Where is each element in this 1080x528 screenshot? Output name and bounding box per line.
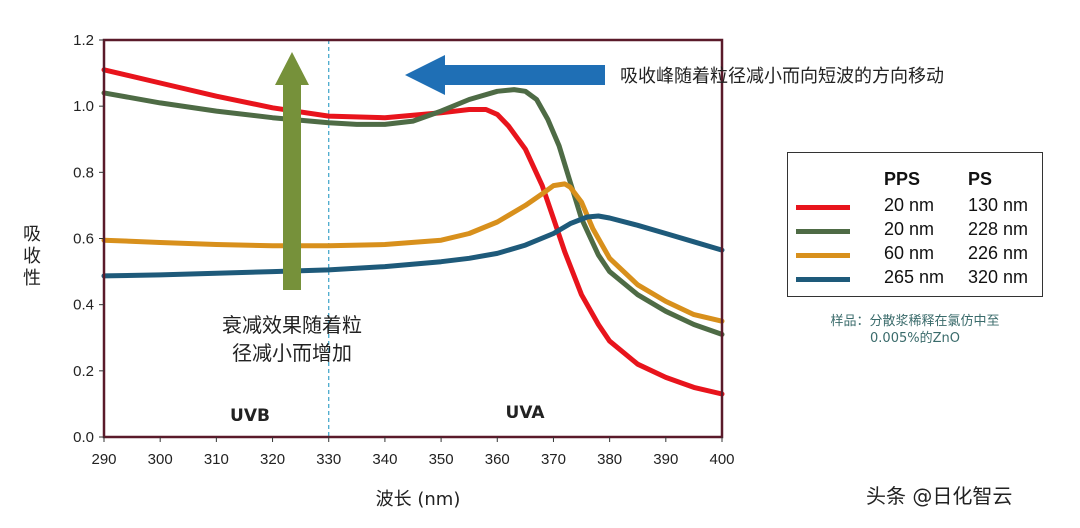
watermark: 头条 @日化智云 [866, 484, 1013, 508]
series-line-2 [101, 181, 725, 324]
x-axis-label: 波长 (nm) [376, 489, 461, 510]
up-arrow-text-2: 径减小而增加 [232, 341, 352, 365]
x-tick-label: 390 [653, 451, 678, 468]
x-tick-label: 340 [372, 451, 397, 468]
y-tick-label: 0.4 [73, 297, 94, 314]
up-arrow [275, 52, 309, 290]
legend-header-ps: PS [968, 169, 993, 189]
y-tick-label: 0.8 [73, 164, 94, 181]
top-arrow-text: 吸收峰随着粒径减小而向短波的方向移动 [620, 66, 944, 87]
legend-row: 60 nm 226 nm [788, 243, 1042, 267]
series-line-1 [101, 87, 725, 337]
legend-pps-value: 20 nm [884, 219, 935, 239]
y-tick-label: 1.2 [73, 32, 94, 49]
y-axis-label: 吸收性 [23, 224, 41, 289]
x-tick-label: 380 [597, 451, 622, 468]
x-tick-label: 330 [316, 451, 341, 468]
x-tick-label: 370 [541, 451, 566, 468]
x-tick-label: 400 [709, 451, 734, 468]
x-tick-label: 360 [485, 451, 510, 468]
series-line-0 [101, 67, 725, 397]
legend-row: 20 nm 228 nm [788, 219, 1042, 243]
legend-pps-value: 20 nm [884, 195, 935, 215]
y-tick-label: 0.6 [73, 231, 94, 248]
legend-ps-value: 130 nm [968, 195, 1029, 215]
legend-swatch [796, 253, 850, 258]
y-tick-label: 1.0 [73, 98, 94, 115]
sample-note-line1: 样品：分散浆稀释在氯仿中至 [830, 314, 1000, 329]
series-line-3 [101, 213, 725, 279]
sample-note: 样品：分散浆稀释在氯仿中至 0.005%的ZnO [790, 313, 1040, 347]
legend-ps-value: 226 nm [968, 243, 1029, 263]
region-label-uva: UVA [506, 403, 546, 423]
legend-swatch [796, 229, 850, 234]
legend-row: 20 nm 130 nm [788, 195, 1042, 219]
x-tick-label: 310 [204, 451, 229, 468]
legend-pps-value: 60 nm [884, 243, 935, 263]
x-tick-label: 300 [148, 451, 173, 468]
x-tick-label: 320 [260, 451, 285, 468]
legend-swatch [796, 205, 850, 210]
up-arrow-text-1: 衰减效果随着粒 [222, 313, 362, 337]
legend-ps-value: 228 nm [968, 219, 1029, 239]
legend-swatch [796, 277, 850, 282]
legend-pps-value: 265 nm [884, 267, 945, 287]
legend: PPS PS 20 nm 130 nm 20 nm 228 nm 60 nm 2… [787, 152, 1043, 297]
x-tick-label: 290 [91, 451, 116, 468]
legend-row: 265 nm 320 nm [788, 267, 1042, 291]
legend-header-pps: PPS [884, 169, 921, 189]
sample-note-line2: 0.005%的ZnO [870, 331, 960, 346]
region-label-uvb: UVB [230, 406, 270, 426]
y-tick-label: 0.0 [73, 429, 94, 446]
y-tick-label: 0.2 [73, 363, 94, 380]
plot-frame [102, 38, 724, 439]
x-tick-label: 350 [429, 451, 454, 468]
legend-ps-value: 320 nm [968, 267, 1029, 287]
left-arrow [405, 55, 605, 95]
